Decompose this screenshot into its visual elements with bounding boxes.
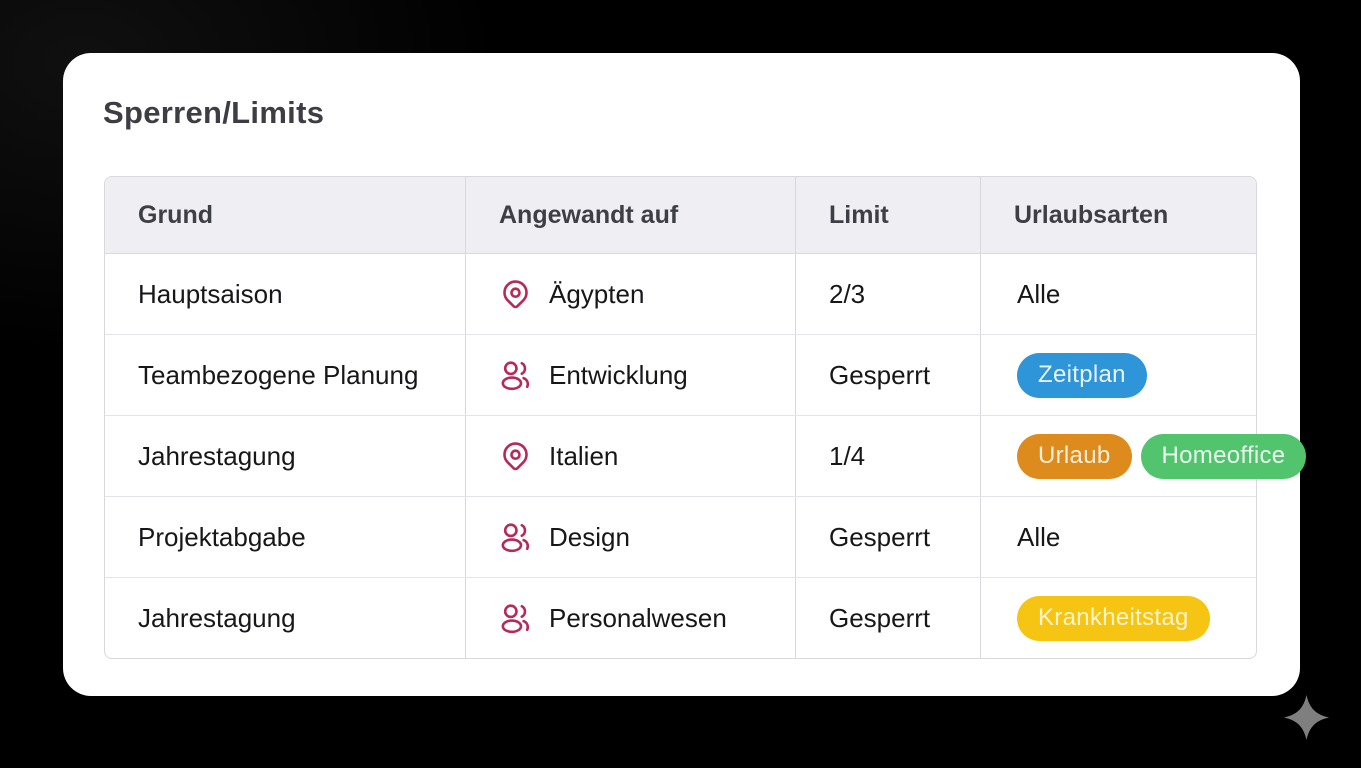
table-row: Hauptsaison Ägypten 2/3 Alle bbox=[105, 254, 1256, 334]
column-header-limit: Limit bbox=[795, 177, 980, 253]
applied-cell: Italien bbox=[465, 416, 795, 496]
vacation-type-badge: Urlaub bbox=[1017, 433, 1132, 479]
sperren-limits-card: Sperren/Limits Grund Angewandt auf Limit… bbox=[63, 53, 1307, 696]
applied-text: Design bbox=[549, 521, 630, 552]
urlaubsarten-cell: Alle bbox=[980, 254, 1256, 334]
grund-cell: Jahrestagung bbox=[105, 416, 465, 496]
limit-cell: 1/4 bbox=[795, 416, 980, 496]
grund-text: Teambezogene Planung bbox=[138, 359, 419, 390]
applied-cell: Design bbox=[465, 497, 795, 577]
grund-text: Jahrestagung bbox=[138, 602, 296, 633]
limit-text: 2/3 bbox=[829, 278, 866, 309]
sparkle-icon bbox=[1283, 694, 1330, 741]
grund-text: Hauptsaison bbox=[138, 278, 283, 309]
urlaubsarten-cell: Zeitplan bbox=[980, 335, 1256, 415]
vacation-type-badge: Homeoffice bbox=[1140, 433, 1307, 479]
location-pin-icon bbox=[499, 278, 532, 311]
applied-cell: Ägypten bbox=[465, 254, 795, 334]
applied-text: Italien bbox=[549, 440, 619, 471]
vacation-type-text: Alle bbox=[1017, 278, 1061, 309]
team-icon bbox=[499, 602, 532, 635]
limit-text: Gesperrt bbox=[829, 602, 931, 633]
vacation-type-badge: Krankheitstag bbox=[1017, 595, 1210, 641]
column-header-grund: Grund bbox=[138, 200, 213, 229]
limit-cell: Gesperrt bbox=[795, 497, 980, 577]
applied-text: Personalwesen bbox=[549, 602, 727, 633]
applied-cell: Personalwesen bbox=[465, 578, 795, 658]
grund-cell: Teambezogene Planung bbox=[105, 335, 465, 415]
grund-cell: Hauptsaison bbox=[105, 254, 465, 334]
grund-cell: Projektabgabe bbox=[105, 497, 465, 577]
grund-text: Jahrestagung bbox=[138, 440, 296, 471]
applied-cell: Entwicklung bbox=[465, 335, 795, 415]
table-row: Teambezogene Planung Entwicklung Gesperr… bbox=[105, 334, 1256, 415]
limit-text: Gesperrt bbox=[829, 359, 931, 390]
team-icon bbox=[499, 359, 532, 392]
table-header-row: Grund Angewandt auf Limit Urlaubsarten bbox=[105, 177, 1256, 254]
vacation-type-badge: Zeitplan bbox=[1017, 352, 1147, 398]
limit-cell: Gesperrt bbox=[795, 335, 980, 415]
location-pin-icon bbox=[499, 440, 532, 473]
urlaubsarten-cell: Urlaub Homeoffice bbox=[980, 416, 1307, 496]
team-icon bbox=[499, 521, 532, 554]
table-row: Projektabgabe Design Gesperrt Alle bbox=[105, 496, 1256, 577]
applied-text: Entwicklung bbox=[549, 359, 688, 390]
column-header-angewandt-auf: Angewandt auf bbox=[465, 177, 795, 253]
table-row: Jahrestagung Italien 1/4 Urlaub Homeoffi… bbox=[105, 415, 1307, 496]
grund-cell: Jahrestagung bbox=[105, 578, 465, 658]
applied-text: Ägypten bbox=[549, 278, 645, 309]
limit-text: 1/4 bbox=[829, 440, 866, 471]
vacation-type-text: Alle bbox=[1017, 521, 1061, 552]
limit-text: Gesperrt bbox=[829, 521, 931, 552]
urlaubsarten-cell: Krankheitstag bbox=[980, 578, 1256, 658]
page-title: Sperren/Limits bbox=[103, 95, 325, 130]
column-header-urlaubsarten: Urlaubsarten bbox=[980, 177, 1256, 253]
urlaubsarten-cell: Alle bbox=[980, 497, 1256, 577]
table-row: Jahrestagung Personalwesen Gesperrt Kran… bbox=[105, 577, 1256, 658]
grund-text: Projektabgabe bbox=[138, 521, 306, 552]
limit-cell: 2/3 bbox=[795, 254, 980, 334]
limits-table: Grund Angewandt auf Limit Urlaubsarten H… bbox=[104, 176, 1307, 659]
limit-cell: Gesperrt bbox=[795, 578, 980, 658]
